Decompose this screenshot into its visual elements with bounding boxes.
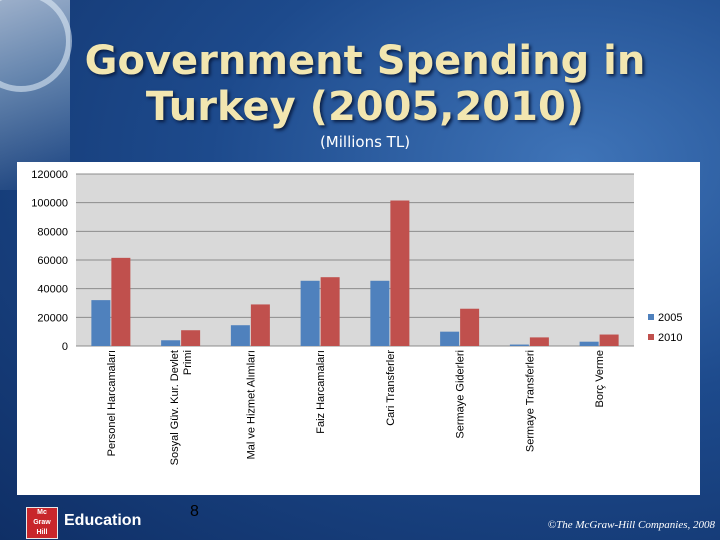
- bar-2010-6: [529, 337, 549, 346]
- y-tick-label: 100000: [31, 198, 68, 210]
- copyright-notice: ©The McGraw-Hill Companies, 2008: [547, 519, 715, 531]
- y-tick-label: 60000: [37, 255, 68, 267]
- x-category-label: Sermaye Giderleri: [455, 350, 467, 439]
- bar-2005-7: [579, 341, 599, 346]
- bar-2010-7: [599, 334, 619, 346]
- bar-2005-5: [440, 331, 460, 346]
- x-category-label: Faiz Harcamaları: [315, 350, 327, 434]
- bar-2005-1: [161, 340, 181, 346]
- bar-2005-4: [370, 280, 390, 346]
- y-tick-label: 20000: [37, 312, 68, 324]
- x-category-label: Sosyal Güv. Kur. Devlet: [169, 350, 181, 465]
- x-category-label: Personel Harcamaları: [106, 350, 118, 456]
- legend-label-2010: 2010: [658, 332, 682, 344]
- title-line-2: Turkey (2005,2010): [145, 84, 585, 130]
- page-number: 8: [190, 503, 199, 520]
- legend-swatch-2005: [648, 314, 654, 320]
- x-category-label: Cari Transferler: [385, 350, 397, 426]
- title-line-1: Government Spending in: [84, 38, 646, 84]
- x-category-label: Mal ve Hizmet Alımları: [245, 350, 257, 459]
- x-category-label: Sermaye Transferleri: [524, 350, 536, 452]
- bar-2010-4: [390, 200, 410, 346]
- y-tick-label: 40000: [37, 284, 68, 296]
- bar-2010-2: [250, 304, 270, 346]
- bar-2005-3: [300, 280, 320, 346]
- x-category-label: Primi: [182, 350, 194, 375]
- brand-label: Education: [64, 512, 142, 529]
- bar-2010-3: [320, 277, 340, 346]
- x-category-label: Borç Verme: [594, 350, 606, 407]
- bar-2010-0: [111, 257, 131, 346]
- y-tick-label: 0: [62, 341, 68, 353]
- bar-2010-1: [181, 330, 201, 346]
- bar-2005-2: [230, 325, 250, 346]
- bar-2005-0: [91, 300, 111, 346]
- mcgraw-hill-logo: Mc Graw Hill: [26, 507, 58, 539]
- legend-swatch-2010: [648, 334, 654, 340]
- slide-subtitle: (Millions TL): [319, 133, 411, 151]
- bar-2005-6: [509, 344, 529, 346]
- legend-label-2005: 2005: [658, 312, 682, 324]
- slide-title: Government Spending in Turkey (2005,2010…: [40, 38, 690, 130]
- y-tick-label: 120000: [31, 169, 68, 181]
- bar-2010-5: [460, 308, 480, 346]
- decorative-ring: [0, 0, 72, 92]
- y-tick-label: 80000: [37, 226, 68, 238]
